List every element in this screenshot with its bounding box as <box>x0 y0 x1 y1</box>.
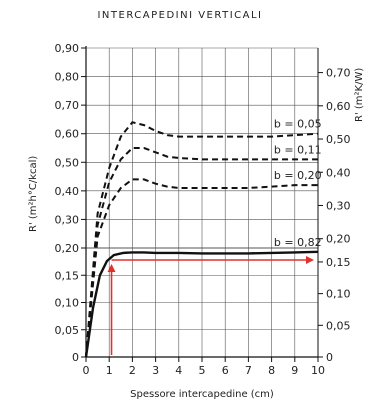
series-label: b = 0,82 <box>274 236 322 249</box>
tick-label-left: 0,70 <box>55 99 80 112</box>
tick-label-right: 0,15 <box>326 256 351 269</box>
x-axis-label: Spessore intercapedine (cm) <box>130 389 274 400</box>
tick-label-x: 8 <box>268 364 275 377</box>
grid <box>86 47 319 357</box>
tick-label-x: 2 <box>129 364 136 377</box>
series-label: b = 0,05 <box>274 118 322 131</box>
tick-label-left: 0,20 <box>55 242 80 255</box>
tick-label-left: 0,05 <box>55 324 80 337</box>
chart-title: INTERCAPEDINI VERTICALI <box>97 10 262 21</box>
series-labels: b = 0,05 b = 0,11 b = 0,20 b = 0,82 <box>274 118 322 249</box>
y-ticks-right: 0 0,05 0,10 0,15 0,20 0,30 0,40 0,50 0,60 0,70 <box>318 67 351 364</box>
tick-label-left: 0,60 <box>55 128 80 141</box>
x-ticks: 0 1 2 3 4 5 6 7 8 9 10 <box>83 357 325 377</box>
series-line <box>84 250 319 358</box>
series-lines <box>84 121 319 358</box>
tick-label-left: 0,90 <box>55 42 80 55</box>
tick-label-x: 4 <box>175 364 182 377</box>
tick-label-x: 3 <box>152 364 159 377</box>
tick-label-right: 0,10 <box>326 288 351 301</box>
y-axis-label-right: R' (m²K/W) <box>354 68 365 122</box>
tick-label-right: 0 <box>326 351 333 364</box>
y-ticks-left: 0 0,05 0,10 0,15 0,20 0,30 0,40 0,50 0,60 0,70 0,8… <box>55 42 86 364</box>
tick-label-x: 10 <box>311 364 325 377</box>
tick-label-right: 0,50 <box>326 133 351 146</box>
series-line <box>85 147 318 358</box>
series-line <box>85 121 319 358</box>
tick-label-left: 0,80 <box>55 71 80 84</box>
tick-label-x: 7 <box>245 364 252 377</box>
tick-label-right: 0,40 <box>326 166 351 179</box>
tick-label-right: 0,60 <box>326 100 351 113</box>
tick-label-left: 0,10 <box>55 297 80 310</box>
tick-label-left: 0 <box>72 351 79 364</box>
series-line <box>85 178 318 358</box>
tick-label-x: 0 <box>83 364 90 377</box>
tick-label-x: 1 <box>106 364 113 377</box>
tick-label-left: 0,40 <box>55 185 80 198</box>
tick-label-x: 6 <box>222 364 229 377</box>
tick-label-right: 0,70 <box>326 67 351 80</box>
tick-label-right: 0,30 <box>326 199 351 212</box>
tick-label-x: 5 <box>199 364 206 377</box>
tick-label-right: 0,05 <box>326 319 351 332</box>
tick-label-left: 0,15 <box>55 269 80 282</box>
tick-label-left: 0,30 <box>55 213 80 226</box>
series-label: b = 0,11 <box>274 143 322 156</box>
annotations <box>107 255 314 355</box>
tick-label-right: 0,20 <box>326 233 351 246</box>
y-axis-label-left: R' (m²h°C/kcal) <box>28 156 39 232</box>
tick-label-x: 9 <box>291 364 298 377</box>
series-label: b = 0,20 <box>274 169 322 182</box>
tick-label-left: 0,50 <box>55 156 80 169</box>
